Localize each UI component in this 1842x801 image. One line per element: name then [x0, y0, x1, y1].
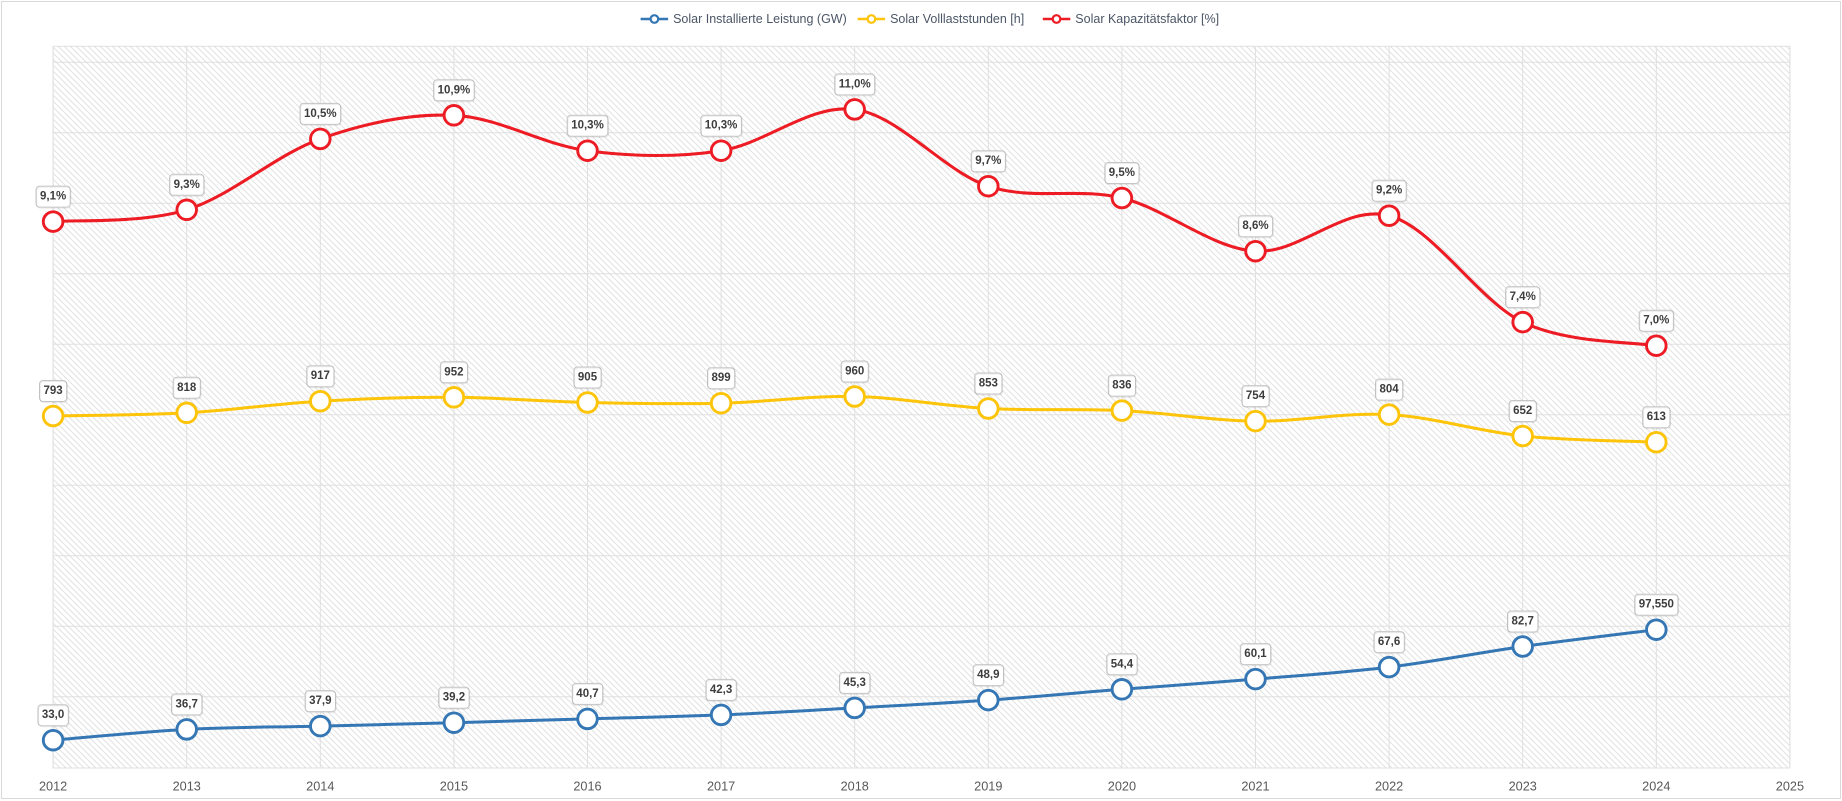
svg-text:952: 952 [444, 366, 463, 378]
svg-text:818: 818 [177, 382, 197, 394]
svg-text:917: 917 [311, 370, 330, 382]
svg-text:613: 613 [1647, 411, 1666, 423]
svg-text:899: 899 [712, 372, 731, 384]
svg-text:Solar Volllaststunden [h]: Solar Volllaststunden [h] [890, 12, 1024, 26]
svg-text:9,7%: 9,7% [975, 155, 1001, 167]
svg-text:60,1: 60,1 [1244, 648, 1267, 660]
svg-text:2014: 2014 [306, 780, 334, 794]
svg-text:37,9: 37,9 [309, 695, 331, 707]
svg-text:10,3%: 10,3% [571, 120, 604, 132]
svg-text:54,4: 54,4 [1111, 658, 1134, 670]
svg-text:Solar Kapazitätsfaktor [%]: Solar Kapazitätsfaktor [%] [1075, 12, 1219, 26]
svg-text:2012: 2012 [39, 780, 67, 794]
svg-text:9,1%: 9,1% [40, 191, 66, 203]
svg-text:82,7: 82,7 [1512, 616, 1534, 628]
svg-text:9,2%: 9,2% [1376, 185, 1402, 197]
svg-text:2023: 2023 [1509, 780, 1537, 794]
svg-text:10,5%: 10,5% [304, 108, 337, 120]
svg-text:836: 836 [1112, 380, 1131, 392]
svg-text:2021: 2021 [1241, 780, 1269, 794]
svg-text:2015: 2015 [440, 780, 468, 794]
svg-text:853: 853 [979, 378, 998, 390]
svg-text:9,5%: 9,5% [1109, 167, 1135, 179]
svg-text:10,3%: 10,3% [705, 120, 738, 132]
svg-text:39,2: 39,2 [443, 692, 465, 704]
svg-text:2024: 2024 [1642, 780, 1670, 794]
svg-text:2016: 2016 [573, 780, 601, 794]
svg-text:33,0: 33,0 [42, 709, 64, 721]
svg-text:652: 652 [1513, 405, 1532, 417]
svg-text:2022: 2022 [1375, 780, 1403, 794]
svg-text:2013: 2013 [173, 780, 201, 794]
svg-text:40,7: 40,7 [576, 688, 598, 700]
svg-text:97,550: 97,550 [1639, 599, 1674, 611]
svg-text:2017: 2017 [707, 780, 735, 794]
svg-text:804: 804 [1380, 384, 1400, 396]
svg-text:7,4%: 7,4% [1510, 291, 1536, 303]
svg-text:42,3: 42,3 [710, 684, 732, 696]
svg-text:67,6: 67,6 [1378, 636, 1400, 648]
svg-text:7,0%: 7,0% [1643, 315, 1669, 327]
svg-text:2018: 2018 [841, 780, 869, 794]
svg-text:960: 960 [845, 366, 864, 378]
svg-text:2025: 2025 [1776, 780, 1804, 794]
svg-text:754: 754 [1246, 390, 1266, 402]
svg-text:2020: 2020 [1108, 780, 1136, 794]
svg-text:2019: 2019 [974, 780, 1002, 794]
svg-text:905: 905 [578, 372, 598, 384]
svg-text:48,9: 48,9 [977, 669, 999, 681]
svg-text:9,3%: 9,3% [174, 179, 200, 191]
svg-text:45,3: 45,3 [844, 677, 866, 689]
svg-text:793: 793 [44, 385, 63, 397]
svg-text:11,0%: 11,0% [839, 78, 871, 90]
svg-text:10,9%: 10,9% [438, 84, 471, 96]
svg-text:Solar Installierte Leistung (G: Solar Installierte Leistung (GW) [673, 12, 847, 26]
svg-text:36,7: 36,7 [176, 698, 198, 710]
svg-text:8,6%: 8,6% [1242, 220, 1268, 232]
